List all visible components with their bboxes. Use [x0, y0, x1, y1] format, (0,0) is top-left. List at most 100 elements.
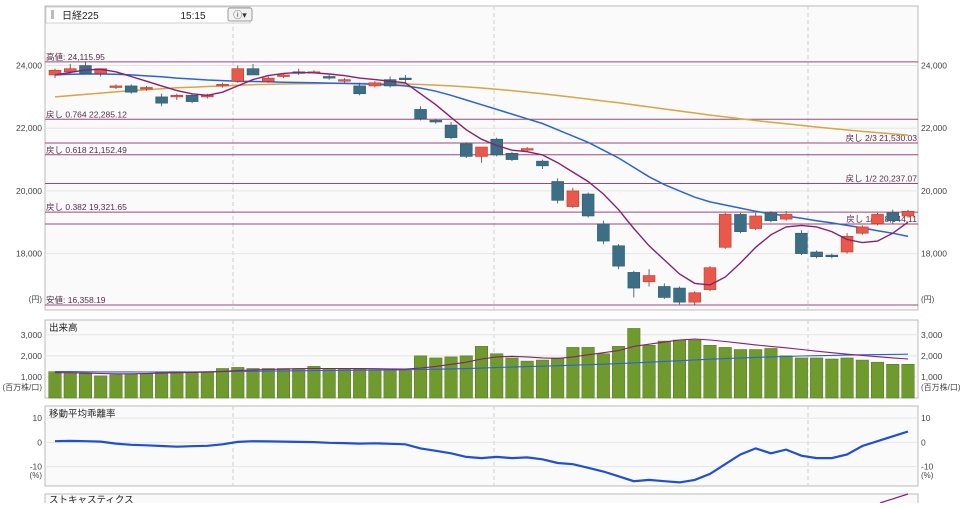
volume-unit-right: (百万株/口) — [921, 382, 960, 392]
candle — [840, 236, 854, 253]
candle — [718, 214, 732, 248]
volume-bar — [459, 355, 473, 399]
volume-bar — [520, 360, 534, 399]
level-label: 安値: 16,358.19 — [46, 295, 106, 305]
ticker-label: 日経225 — [62, 9, 99, 22]
deviation-tick-left: -10 — [30, 462, 43, 472]
volume-bar — [810, 357, 824, 399]
volume-bar — [733, 349, 747, 399]
candle — [383, 79, 397, 87]
drag-handle-icon — [51, 10, 54, 19]
volume-bar — [749, 349, 763, 399]
ma-short-line — [54, 68, 909, 286]
candle — [155, 96, 168, 104]
deviation-unit-right: (%) — [921, 471, 934, 480]
candle — [170, 95, 184, 98]
candle — [277, 74, 290, 77]
volume-bar — [794, 357, 808, 399]
candle — [612, 245, 625, 267]
volume-bar — [703, 345, 717, 399]
price-tick-right: 22,000 — [921, 123, 947, 133]
volume-bar — [855, 359, 869, 399]
price-tick-left: 20,000 — [16, 186, 42, 196]
volume-bar — [429, 357, 443, 399]
volume-bar — [170, 371, 184, 399]
candle — [856, 226, 869, 234]
volume-bar — [292, 368, 306, 399]
volume-bar — [581, 347, 595, 399]
candle — [368, 82, 382, 87]
volume-bar — [475, 346, 488, 399]
level-label: 戻し 0.382 19,321.65 — [46, 202, 127, 212]
candle — [216, 84, 229, 87]
info-button[interactable]: ⓘ▾ — [227, 7, 253, 22]
volume-tick-right: 3,000 — [921, 330, 943, 340]
candle — [810, 251, 823, 258]
volume-bar — [612, 346, 626, 399]
deviation-title: 移動平均乖離率 — [49, 408, 116, 420]
candle — [414, 109, 427, 120]
level-label: 戻し 0.618 21,152.49 — [46, 145, 127, 155]
volume-tick-right: 2,000 — [921, 351, 943, 361]
candle — [185, 95, 199, 102]
price-tick-right: 18,000 — [921, 249, 947, 259]
candle — [779, 214, 793, 220]
price-unit-right: (円) — [921, 295, 935, 304]
candle — [673, 287, 686, 303]
volume-bar — [307, 366, 321, 399]
volume-bar — [779, 355, 793, 399]
volume-bar — [901, 364, 915, 399]
candle — [429, 120, 443, 123]
candle — [48, 69, 62, 76]
volume-bar — [535, 359, 549, 399]
level-label: 戻し 0.764 22,285.12 — [46, 109, 127, 119]
candle — [262, 77, 275, 82]
level-label: 戻し 2/3 21,530.03 — [846, 133, 918, 143]
candle — [566, 190, 580, 207]
price-unit-left: (円) — [29, 295, 43, 304]
candle — [795, 232, 808, 254]
volume-bar — [124, 373, 138, 399]
volume-bar — [505, 357, 519, 399]
level-label: 高値: 24,115.95 — [46, 52, 105, 62]
volume-bar — [490, 353, 504, 399]
volume-bar — [825, 358, 839, 399]
volume-tick-left: 1,000 — [21, 372, 43, 382]
volume-bar — [383, 369, 397, 399]
volume-bar — [109, 374, 123, 399]
volume-bar — [688, 339, 702, 399]
candle — [399, 77, 412, 80]
candle — [703, 267, 717, 290]
deviation-line — [54, 430, 909, 484]
candle — [825, 254, 839, 258]
candle — [109, 85, 123, 88]
ma-long-line — [54, 82, 909, 136]
candle — [444, 124, 458, 138]
candle — [734, 214, 747, 232]
volume-bar — [276, 368, 290, 399]
price-tick-left: 18,000 — [16, 249, 42, 259]
volume-bar — [871, 361, 885, 399]
deviation-unit-left: (%) — [30, 471, 43, 480]
candle — [764, 212, 778, 221]
volume-bar — [642, 345, 656, 399]
volume-bar — [139, 373, 153, 399]
deviation-tick-left: 0 — [37, 437, 42, 447]
time-label: 15:15 — [180, 11, 205, 22]
candle — [505, 152, 519, 160]
deviation-tick-left: 10 — [33, 413, 43, 423]
stochastics-line — [879, 493, 909, 504]
candle — [338, 79, 351, 82]
volume-bar — [718, 347, 732, 399]
volume-bar — [657, 340, 671, 399]
price-tick-right: 24,000 — [921, 61, 947, 71]
candle — [475, 146, 488, 157]
volume-bar — [231, 367, 245, 399]
candle — [246, 68, 260, 76]
info-button-box — [227, 7, 253, 22]
volume-tick-left: 2,000 — [21, 351, 43, 361]
volume-bar — [48, 371, 62, 399]
candle — [581, 193, 595, 217]
volume-bar — [840, 357, 854, 399]
